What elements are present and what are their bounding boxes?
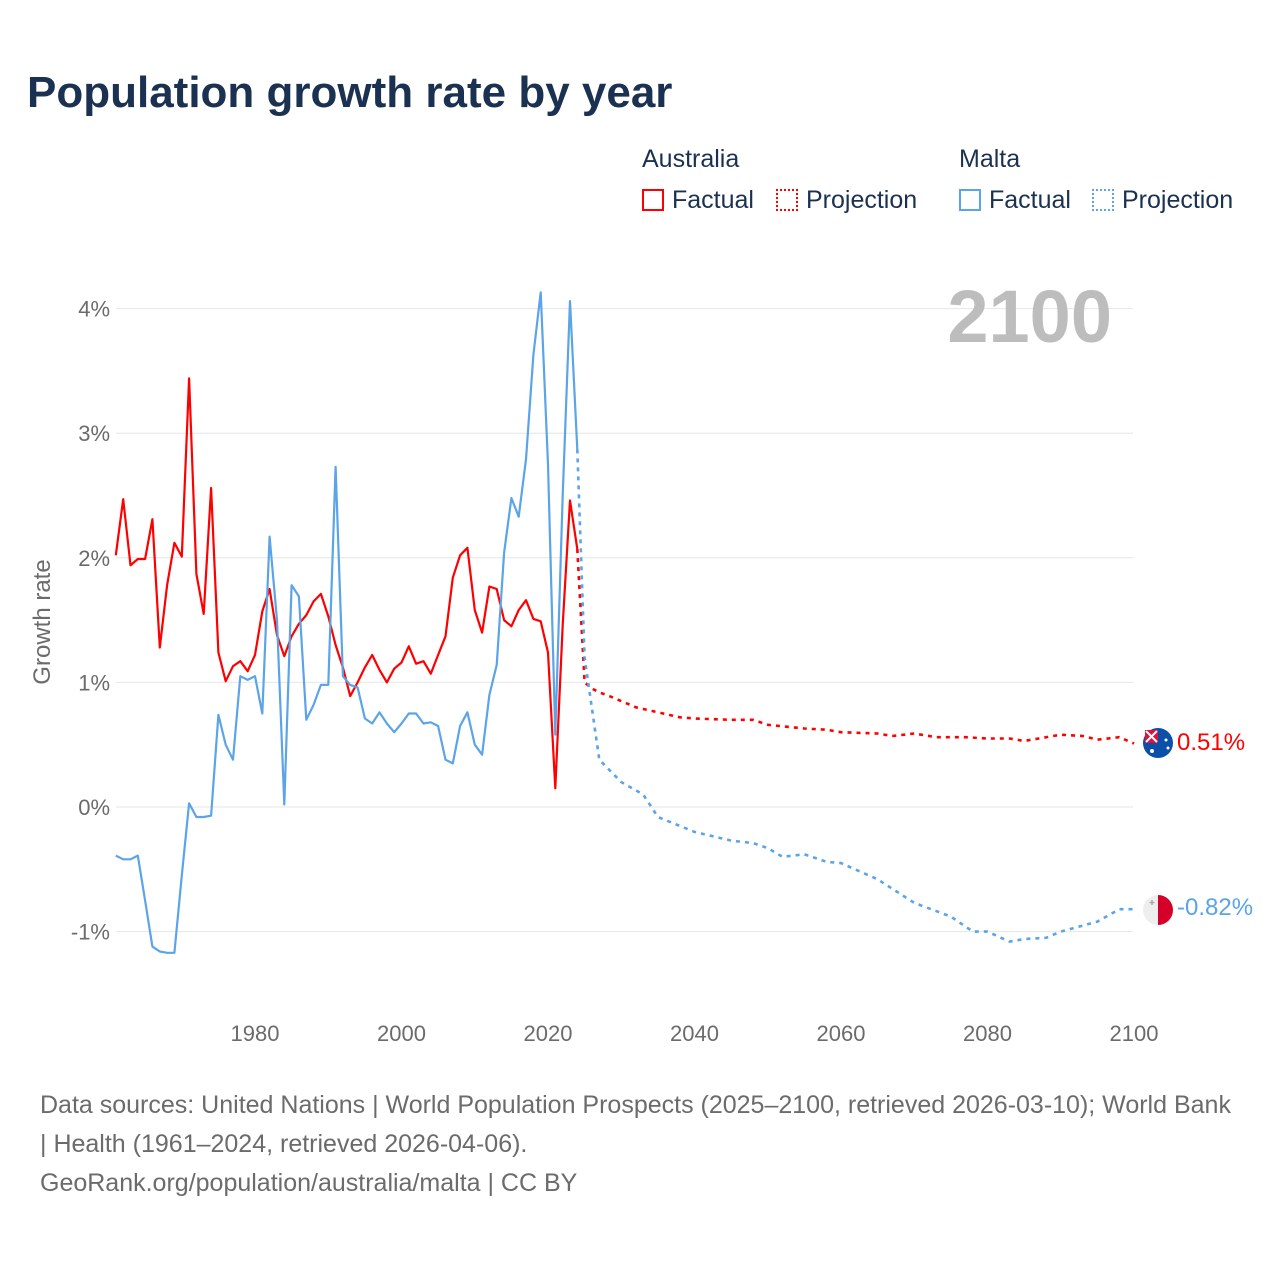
- legend-malta-factual[interactable]: Factual: [959, 186, 1071, 215]
- legend-label: Factual: [672, 186, 754, 214]
- legend-australia-projection[interactable]: Projection: [776, 186, 917, 215]
- y-axis-label: Growth rate: [29, 559, 56, 684]
- australia-flag-icon: [1143, 728, 1173, 758]
- legend-label: Projection: [1122, 186, 1234, 214]
- australia-projection-line: [576, 549, 1135, 745]
- malta-factual-line: [115, 291, 579, 954]
- australia-end-value: 0.51%: [1177, 729, 1245, 756]
- legend-australia-factual[interactable]: Factual: [642, 186, 754, 215]
- x-tick-label: 2100: [1110, 1021, 1159, 1046]
- y-tick-label: 3%: [78, 421, 110, 446]
- x-tick-label: 2080: [963, 1021, 1012, 1046]
- x-tick-label: 2020: [524, 1021, 573, 1046]
- year-label: 2100: [947, 275, 1112, 358]
- credit-link[interactable]: GeoRank.org/population/australia/malta |…: [40, 1169, 578, 1197]
- legend-malta-title: Malta: [959, 145, 1021, 173]
- dotted-swatch-icon: [776, 189, 798, 211]
- x-tick-label: 2060: [817, 1021, 866, 1046]
- data-sources: Data sources: United Nations | World Pop…: [40, 1091, 1231, 1158]
- x-tick-label: 2040: [670, 1021, 719, 1046]
- legend-label: Projection: [806, 186, 918, 214]
- y-tick-label: 2%: [78, 546, 110, 571]
- x-tick-label: 2000: [377, 1021, 426, 1046]
- y-tick-label: 4%: [78, 297, 110, 322]
- solid-swatch-icon: [959, 189, 981, 211]
- y-tick-label: -1%: [71, 920, 110, 945]
- chart-title: Population growth rate by year: [27, 68, 673, 117]
- dotted-swatch-icon: [1092, 189, 1114, 211]
- malta-end-value: -0.82%: [1177, 894, 1253, 921]
- legend-malta-projection[interactable]: Projection: [1092, 186, 1233, 215]
- legend-label: Factual: [989, 186, 1071, 214]
- y-tick-label: 1%: [78, 670, 110, 695]
- legend-australia-title: Australia: [642, 145, 740, 173]
- y-tick-label: 0%: [78, 795, 110, 820]
- solid-swatch-icon: [642, 189, 664, 211]
- malta-projection-line: [576, 449, 1134, 943]
- x-tick-label: 1980: [231, 1021, 280, 1046]
- line-chart: 4% 3% 2% 1% 0% -1% 1980 2000 2020 2040 2060 2080 210…: [29, 275, 1253, 1046]
- malta-flag-icon: [1143, 895, 1173, 925]
- australia-factual-line: [114, 377, 579, 790]
